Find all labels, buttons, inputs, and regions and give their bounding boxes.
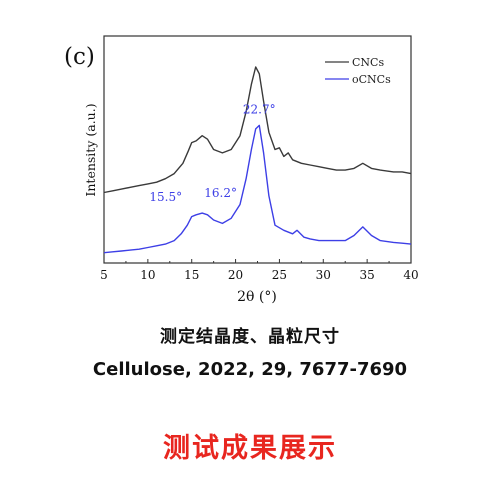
peak-annotation-22.7: 22.7° — [243, 102, 276, 116]
caption-citation: Cellulose, 2022, 29, 7677-7690 — [92, 359, 408, 380]
series-layer — [103, 66, 412, 254]
x-tick-label-15: 15 — [184, 268, 199, 282]
x-tick-label-30: 30 — [316, 268, 331, 282]
peak-annotation-16.2: 16.2° — [204, 186, 237, 200]
series-line-cncs — [103, 66, 412, 194]
x-tick-label-40: 40 — [403, 268, 418, 282]
peak-annotation-15.5: 15.5° — [149, 190, 182, 204]
panel-label: (c) — [64, 44, 95, 70]
legend: CNCs oCNCs — [325, 56, 391, 86]
x-tick-label-35: 35 — [360, 268, 375, 282]
x-axis-label: 2θ (°) — [237, 289, 277, 305]
caption-result-title: 测试成果展示 — [163, 433, 337, 464]
x-tick-label-5: 5 — [100, 268, 108, 282]
x-tick-label-25: 25 — [272, 268, 287, 282]
x-tick-label-20: 20 — [228, 268, 243, 282]
series-line-ocncs — [103, 124, 412, 254]
xrd-chart: (c) 5 10 15 20 25 30 35 40 15.5° 16.2° 22.7° CNCs… — [64, 35, 419, 305]
caption-measurement: 测定结晶度、晶粒尺寸 — [160, 327, 340, 347]
y-axis-label: Intensity (a.u.) — [83, 103, 98, 196]
annotations-layer: 15.5° 16.2° 22.7° — [149, 102, 275, 203]
x-tick-label-10: 10 — [140, 268, 155, 282]
legend-label-ocncs: oCNCs — [352, 73, 391, 86]
legend-label-cncs: CNCs — [352, 56, 384, 69]
x-axis-ticks: 5 10 15 20 25 30 35 40 — [100, 259, 419, 282]
